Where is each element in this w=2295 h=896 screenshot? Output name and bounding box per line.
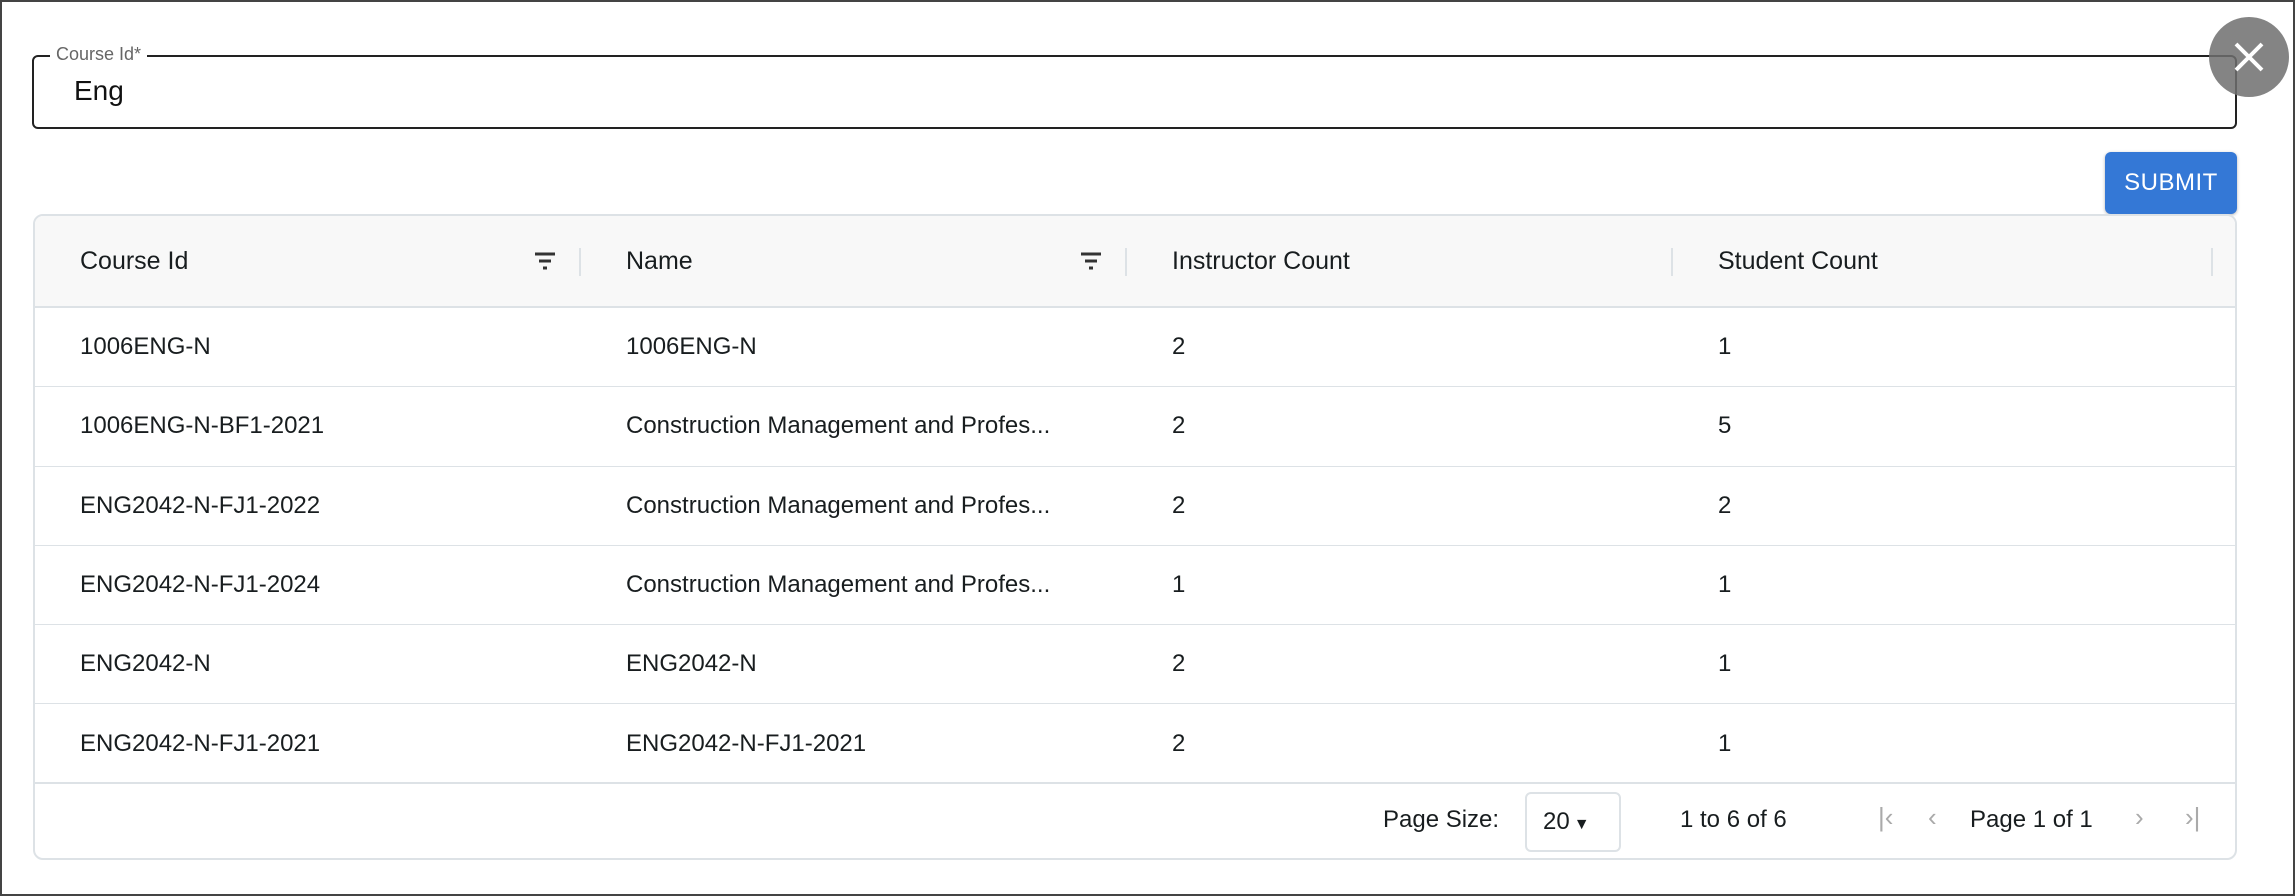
name-cell: 1006ENG-N <box>626 333 757 361</box>
course-id-label: Course Id* <box>50 44 148 65</box>
student-count-cell: 1 <box>1718 729 1732 757</box>
table-row[interactable]: 1006ENG-N 1006ENG-N 2 1 <box>35 308 2235 388</box>
column-header-name[interactable]: Name <box>581 216 1127 306</box>
student-count-cell: 1 <box>1718 650 1732 678</box>
table-row[interactable]: ENG2042-N ENG2042-N 2 1 <box>35 625 2235 705</box>
next-page-icon[interactable]: › <box>2135 802 2144 832</box>
student-count-cell: 1 <box>1718 333 1732 361</box>
page-indicator: Page 1 of 1 <box>1970 806 2093 833</box>
table-row[interactable]: 1006ENG-N-BF1-2021 Construction Managemen… <box>35 387 2235 467</box>
column-label: Instructor Count <box>1172 246 1350 275</box>
instructor-count-cell: 2 <box>1172 333 1186 361</box>
name-cell: Construction Management and Profes... <box>626 491 1051 519</box>
last-page-icon[interactable]: ›| <box>2185 802 2201 832</box>
column-resize-handle[interactable] <box>1125 248 1127 276</box>
dropdown-arrow-icon: ▼ <box>1573 816 1590 833</box>
column-resize-handle[interactable] <box>2211 248 2213 276</box>
instructor-count-cell: 2 <box>1172 650 1186 678</box>
close-icon <box>2234 42 2264 72</box>
row-range: 1 to 6 of 6 <box>1680 806 1787 833</box>
course-id-field[interactable]: Course Id* Eng <box>32 44 2237 129</box>
courses-table: Course Id Name Instructor Count Student … <box>33 214 2237 860</box>
course-id-cell: 1006ENG-N <box>80 333 211 361</box>
column-label: Student Count <box>1718 246 1878 275</box>
page-size-select[interactable]: 20 ▼ <box>1525 792 1621 852</box>
instructor-count-cell: 2 <box>1172 729 1186 757</box>
column-label: Name <box>626 246 693 275</box>
student-count-cell: 5 <box>1718 412 1732 440</box>
page-size-value: 20 <box>1543 808 1570 835</box>
instructor-count-cell: 1 <box>1172 571 1186 599</box>
course-id-cell: ENG2042-N-FJ1-2024 <box>80 571 321 599</box>
first-page-icon[interactable]: |‹ <box>1878 802 1894 832</box>
column-resize-handle[interactable] <box>579 248 581 276</box>
course-id-input[interactable]: Eng <box>74 75 124 106</box>
close-button[interactable] <box>2209 17 2289 97</box>
instructor-count-cell: 2 <box>1172 491 1186 519</box>
student-count-cell: 1 <box>1718 571 1732 599</box>
table-header: Course Id Name Instructor Count Student … <box>35 216 2235 308</box>
name-cell: ENG2042-N <box>626 650 757 678</box>
course-id-cell: ENG2042-N-FJ1-2021 <box>80 729 321 757</box>
name-cell: Construction Management and Profes... <box>626 412 1051 440</box>
table-row[interactable]: ENG2042-N-FJ1-2021 ENG2042-N-FJ1-2021 2 1 <box>35 704 2235 784</box>
name-cell: ENG2042-N-FJ1-2021 <box>626 729 867 757</box>
student-count-cell: 2 <box>1718 491 1732 519</box>
pagination-bar: Page Size: 20 ▼ 1 to 6 of 6 |‹ ‹ Page 1 o… <box>35 782 2235 858</box>
column-header-student-count[interactable]: Student Count <box>1673 216 2219 306</box>
instructor-count-cell: 2 <box>1172 412 1186 440</box>
filter-icon[interactable] <box>533 249 557 273</box>
table-row[interactable]: ENG2042-N-FJ1-2024 Construction Managemen… <box>35 546 2235 626</box>
column-header-instructor-count[interactable]: Instructor Count <box>1127 216 1673 306</box>
table-row[interactable]: ENG2042-N-FJ1-2022 Construction Managemen… <box>35 467 2235 546</box>
previous-page-icon[interactable]: ‹ <box>1928 802 1937 832</box>
name-cell: Construction Management and Profes... <box>626 571 1051 599</box>
column-resize-handle[interactable] <box>1671 248 1673 276</box>
course-id-cell: 1006ENG-N-BF1-2021 <box>80 412 325 440</box>
column-header-course-id[interactable]: Course Id <box>35 216 581 306</box>
course-id-cell: ENG2042-N-FJ1-2022 <box>80 491 321 519</box>
course-id-cell: ENG2042-N <box>80 650 211 678</box>
filter-icon[interactable] <box>1079 249 1103 273</box>
page-size-label: Page Size: <box>1383 806 1500 833</box>
column-label: Course Id <box>80 246 189 275</box>
submit-button[interactable]: SUBMIT <box>2105 152 2237 214</box>
